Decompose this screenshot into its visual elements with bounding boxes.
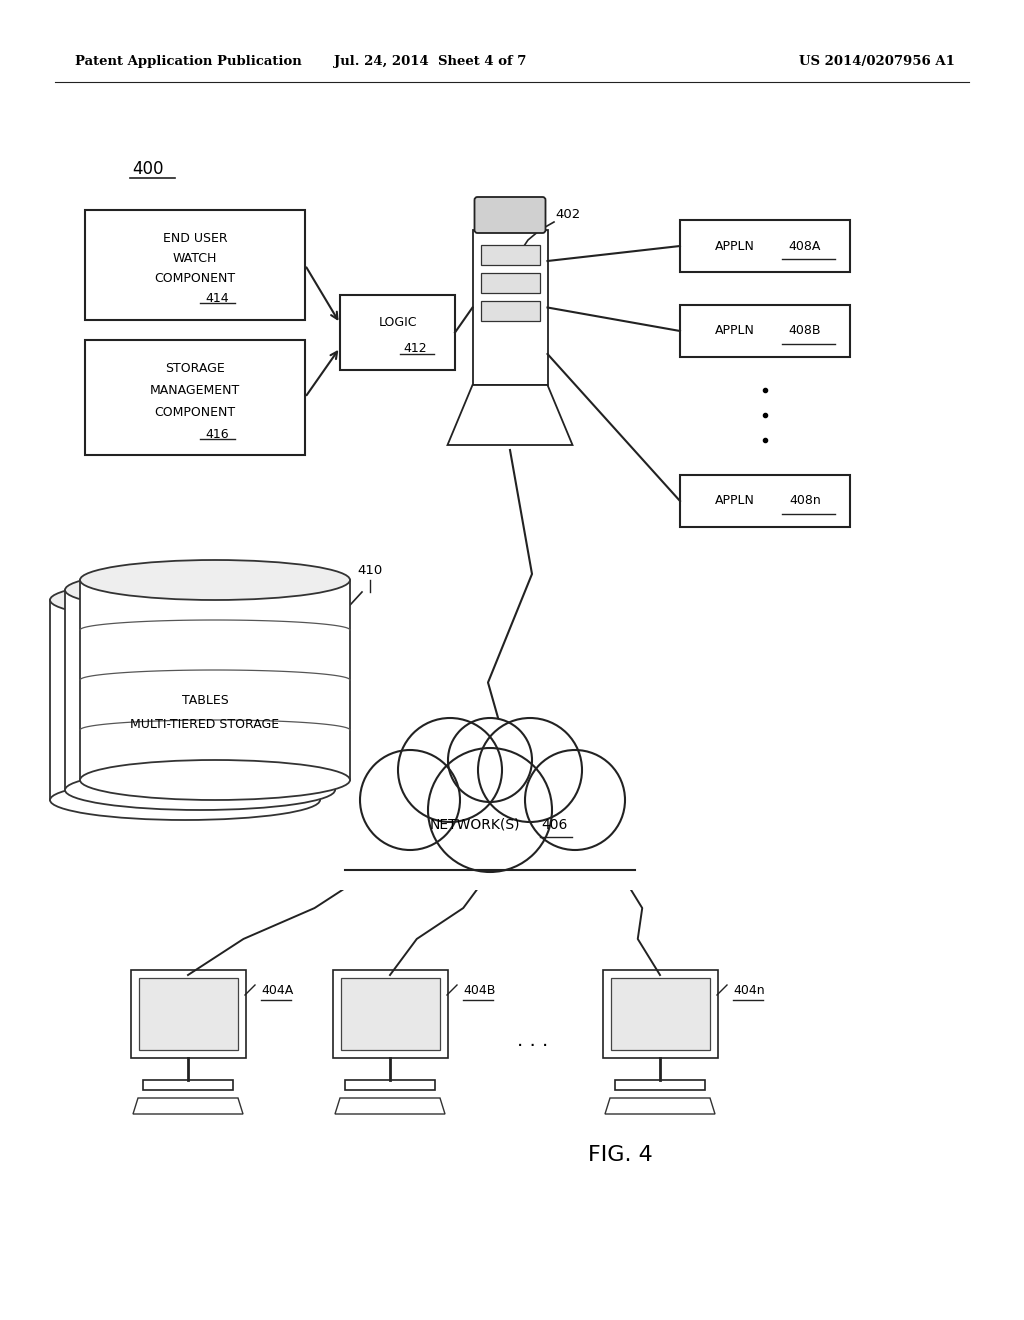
- Text: COMPONENT: COMPONENT: [155, 272, 236, 285]
- Polygon shape: [133, 1098, 243, 1114]
- Bar: [85, 341, 305, 455]
- Text: . . .: . . .: [517, 1031, 549, 1049]
- Bar: [602, 970, 718, 1059]
- Polygon shape: [335, 1098, 445, 1114]
- Text: 404A: 404A: [261, 983, 293, 997]
- Bar: [50, 601, 319, 800]
- Text: 414: 414: [205, 292, 228, 305]
- Circle shape: [428, 748, 552, 873]
- Text: COMPONENT: COMPONENT: [155, 405, 236, 418]
- Text: TABLES: TABLES: [181, 693, 228, 706]
- Ellipse shape: [80, 760, 350, 800]
- FancyBboxPatch shape: [474, 197, 546, 234]
- Text: MULTI-TIERED STORAGE: MULTI-TIERED STORAGE: [130, 718, 280, 730]
- Bar: [65, 590, 335, 789]
- Text: 410: 410: [357, 564, 383, 577]
- Bar: [680, 220, 850, 272]
- Bar: [85, 210, 305, 319]
- Text: Jul. 24, 2014  Sheet 4 of 7: Jul. 24, 2014 Sheet 4 of 7: [334, 55, 526, 69]
- Polygon shape: [447, 385, 572, 445]
- Text: 416: 416: [205, 428, 228, 441]
- Bar: [480, 301, 540, 321]
- Bar: [138, 978, 238, 1049]
- Text: APPLN: APPLN: [715, 325, 755, 338]
- Bar: [680, 475, 850, 527]
- Text: 408B: 408B: [788, 325, 821, 338]
- Bar: [333, 970, 447, 1059]
- Circle shape: [449, 718, 532, 803]
- Bar: [480, 246, 540, 265]
- Text: 404B: 404B: [463, 983, 496, 997]
- Circle shape: [398, 718, 502, 822]
- Text: APPLN: APPLN: [715, 495, 755, 507]
- Bar: [325, 810, 655, 890]
- Ellipse shape: [50, 579, 319, 620]
- Text: NETWORK(S): NETWORK(S): [430, 818, 520, 832]
- Bar: [130, 970, 246, 1059]
- Text: 406: 406: [542, 818, 568, 832]
- Bar: [480, 273, 540, 293]
- Text: FIG. 4: FIG. 4: [588, 1144, 652, 1166]
- Text: 408n: 408n: [790, 495, 821, 507]
- Ellipse shape: [50, 780, 319, 820]
- Text: MANAGEMENT: MANAGEMENT: [150, 384, 240, 396]
- Bar: [341, 978, 439, 1049]
- Ellipse shape: [65, 770, 335, 810]
- Text: WATCH: WATCH: [173, 252, 217, 264]
- Bar: [472, 230, 548, 385]
- Bar: [340, 294, 455, 370]
- Bar: [143, 1080, 233, 1090]
- Bar: [345, 1080, 435, 1090]
- Bar: [80, 579, 350, 780]
- Text: 408A: 408A: [788, 239, 821, 252]
- Text: 402: 402: [555, 209, 581, 222]
- Bar: [610, 978, 710, 1049]
- Ellipse shape: [80, 560, 350, 601]
- Bar: [615, 1080, 705, 1090]
- Ellipse shape: [65, 570, 335, 610]
- Circle shape: [478, 718, 582, 822]
- Text: Patent Application Publication: Patent Application Publication: [75, 55, 302, 69]
- Text: 404n: 404n: [733, 983, 765, 997]
- Text: US 2014/0207956 A1: US 2014/0207956 A1: [799, 55, 955, 69]
- Text: 412: 412: [403, 342, 427, 355]
- Bar: [680, 305, 850, 356]
- Text: 400: 400: [132, 160, 164, 178]
- Polygon shape: [605, 1098, 715, 1114]
- Text: END USER: END USER: [163, 231, 227, 244]
- Text: STORAGE: STORAGE: [165, 362, 225, 375]
- Circle shape: [360, 750, 460, 850]
- Circle shape: [525, 750, 625, 850]
- Text: LOGIC: LOGIC: [378, 317, 417, 330]
- Text: APPLN: APPLN: [715, 239, 755, 252]
